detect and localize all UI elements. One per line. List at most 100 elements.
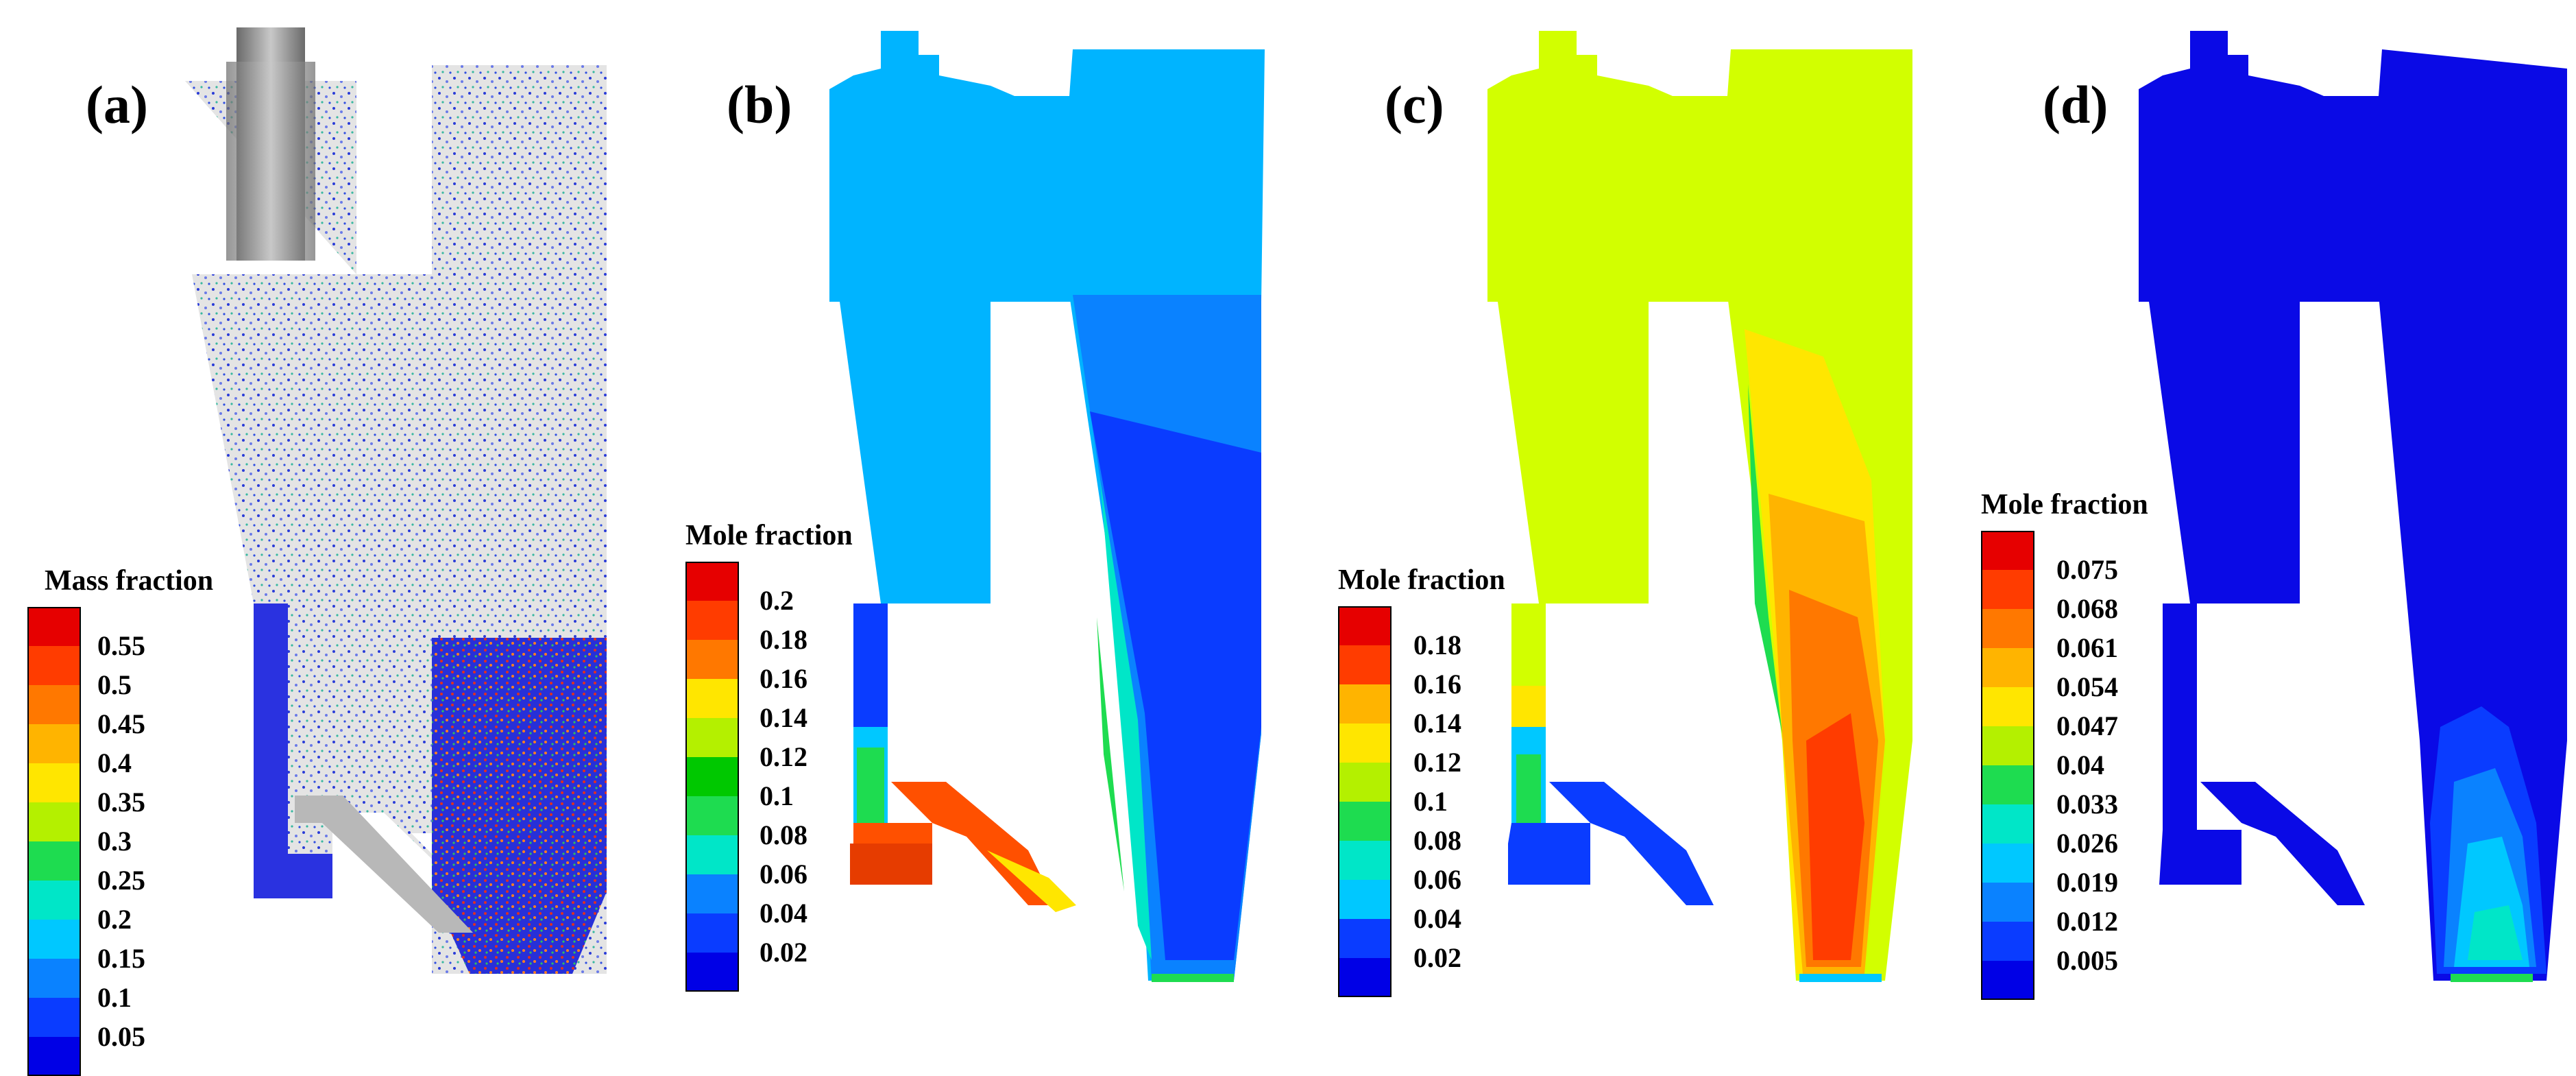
legend-colorbar: [685, 562, 739, 992]
legend-color-cell: [1338, 724, 1392, 763]
legend-color-cell: [1981, 883, 2034, 922]
panel-label-d: (d): [2043, 75, 2109, 134]
legend-tick-label: 0.033: [2056, 789, 2118, 820]
cyclone-body-a: [185, 27, 607, 974]
legend-tick-label: 0.04: [1413, 903, 1461, 934]
panel-a: (a): [0, 0, 644, 1076]
legend-color-cell: [685, 679, 739, 718]
legend-color-cell: [1338, 919, 1392, 958]
legend-color-cell: [685, 640, 739, 679]
legend-color-cell: [685, 835, 739, 874]
legend-tick-label: 0.14: [1413, 708, 1461, 739]
legend-tick-label: 0.012: [2056, 906, 2118, 937]
legend-color-cell: [685, 757, 739, 796]
panel-label-b: (b): [727, 75, 792, 134]
legend-color-cell: [27, 607, 81, 646]
legend-title-a: Mass fraction: [45, 565, 214, 597]
legend-tick-label: 0.04: [760, 898, 807, 929]
legend-color-cell: [1981, 922, 2034, 961]
legend-tick-label: 0.35: [97, 787, 145, 817]
legend-tick-label: 0.08: [1413, 825, 1461, 856]
legend-color-cell: [27, 920, 81, 959]
legend-color-cell: [1981, 804, 2034, 844]
cyclone-body-c: [1487, 31, 1912, 982]
legend-tick-label: 0.075: [2056, 554, 2118, 585]
legend-color-cell: [1338, 763, 1392, 802]
legend-color-cell: [1338, 606, 1392, 645]
legend-color-cell: [1338, 880, 1392, 919]
legend-color-cell: [685, 913, 739, 953]
legend-color-cell: [27, 802, 81, 841]
legend-color-cell: [1338, 841, 1392, 880]
panel-b: (b) Mole fraction 0.2 0.18 0.16 0.14 0.12 0.1…: [644, 0, 1302, 997]
legend-color-cell: [1338, 684, 1392, 724]
legend-tick-label: 0.45: [97, 708, 145, 739]
legend-color-cell: [1981, 687, 2034, 726]
legend-color-cell: [1338, 802, 1392, 841]
legend-color-cell: [27, 959, 81, 998]
legend-tick-label: 0.05: [97, 1021, 145, 1052]
legend-color-cell: [685, 562, 739, 601]
legend-tick-label: 0.18: [1413, 630, 1461, 660]
legend-tick-label: 0.2: [97, 904, 132, 935]
legend-color-cell: [27, 881, 81, 920]
legend-tick-label: 0.12: [1413, 747, 1461, 778]
contour-c: [1487, 31, 1912, 982]
legend-color-cell: [1338, 958, 1392, 997]
panel-label-a: (a): [86, 75, 148, 134]
legend-tick-label: 0.06: [760, 859, 807, 889]
legend-colorbar: [1338, 606, 1392, 997]
contour-b: [829, 31, 1265, 982]
legend-tick-label: 0.4: [97, 748, 132, 778]
legend-tick-label: 0.16: [1413, 669, 1461, 700]
legend-title-b: Mole fraction: [685, 520, 853, 551]
legend-tick-label: 0.061: [2056, 632, 2118, 663]
legend-tick-label: 0.1: [97, 982, 132, 1013]
legend-tick-label: 0.02: [760, 937, 807, 968]
legend-color-cell: [685, 953, 739, 992]
legend-tick-label: 0.14: [760, 702, 807, 733]
contour-d: [2139, 31, 2567, 982]
legend-color-cell: [1981, 726, 2034, 765]
panel-label-c: (c): [1385, 75, 1444, 134]
legend-colorbar: [27, 607, 81, 1076]
legend-tick-label: 0.08: [760, 820, 807, 850]
legend-tick-label: 0.04: [2056, 750, 2104, 780]
legend-color-cell: [1981, 570, 2034, 609]
legend-color-cell: [1981, 961, 2034, 1000]
legend-color-cell: [1981, 765, 2034, 804]
legend-tick-label: 0.047: [2056, 710, 2118, 741]
legend-color-cell: [27, 841, 81, 881]
legend-tick-label: 0.25: [97, 865, 145, 896]
legend-tick-label: 0.068: [2056, 593, 2118, 624]
legend-color-cell: [685, 874, 739, 913]
legend-title-c: Mole fraction: [1338, 564, 1505, 596]
legend-tick-label: 0.054: [2056, 671, 2118, 702]
legend-tick-label: 0.1: [760, 780, 794, 811]
legend-tick-label: 0.026: [2056, 828, 2118, 859]
legend-color-cell: [685, 718, 739, 757]
legend-title-d: Mole fraction: [1981, 489, 2148, 521]
legend-tick-label: 0.2: [760, 585, 794, 616]
legend-color-cell: [27, 685, 81, 724]
legend-color-cell: [27, 646, 81, 685]
legend-tick-label: 0.06: [1413, 864, 1461, 895]
legend-tick-label: 0.3: [97, 826, 132, 857]
legend-tick-label: 0.02: [1413, 942, 1461, 973]
legend-tick-label: 0.1: [1413, 786, 1448, 817]
cyclone-geometry-a: [185, 27, 607, 974]
legend-tick-label: 0.12: [760, 741, 807, 772]
legend-tick-label: 0.15: [97, 943, 145, 974]
legend-colorbar: [1981, 531, 2034, 1000]
legend-tick-label: 0.55: [97, 630, 145, 661]
legend-tick-label: 0.16: [760, 663, 807, 694]
legend-color-cell: [1981, 844, 2034, 883]
legend-color-cell: [1981, 531, 2034, 570]
legend-tick-label: 0.005: [2056, 945, 2118, 976]
legend-color-cell: [27, 724, 81, 763]
cyclone-body-d: [2139, 31, 2567, 982]
cyclone-body-b: [829, 31, 1265, 982]
legend-color-cell: [685, 601, 739, 640]
legend-color-cell: [685, 796, 739, 835]
panel-c: (c) Mole fraction 0.18 0.16 0.14 0.12 0.1 0.0…: [1302, 0, 1947, 997]
